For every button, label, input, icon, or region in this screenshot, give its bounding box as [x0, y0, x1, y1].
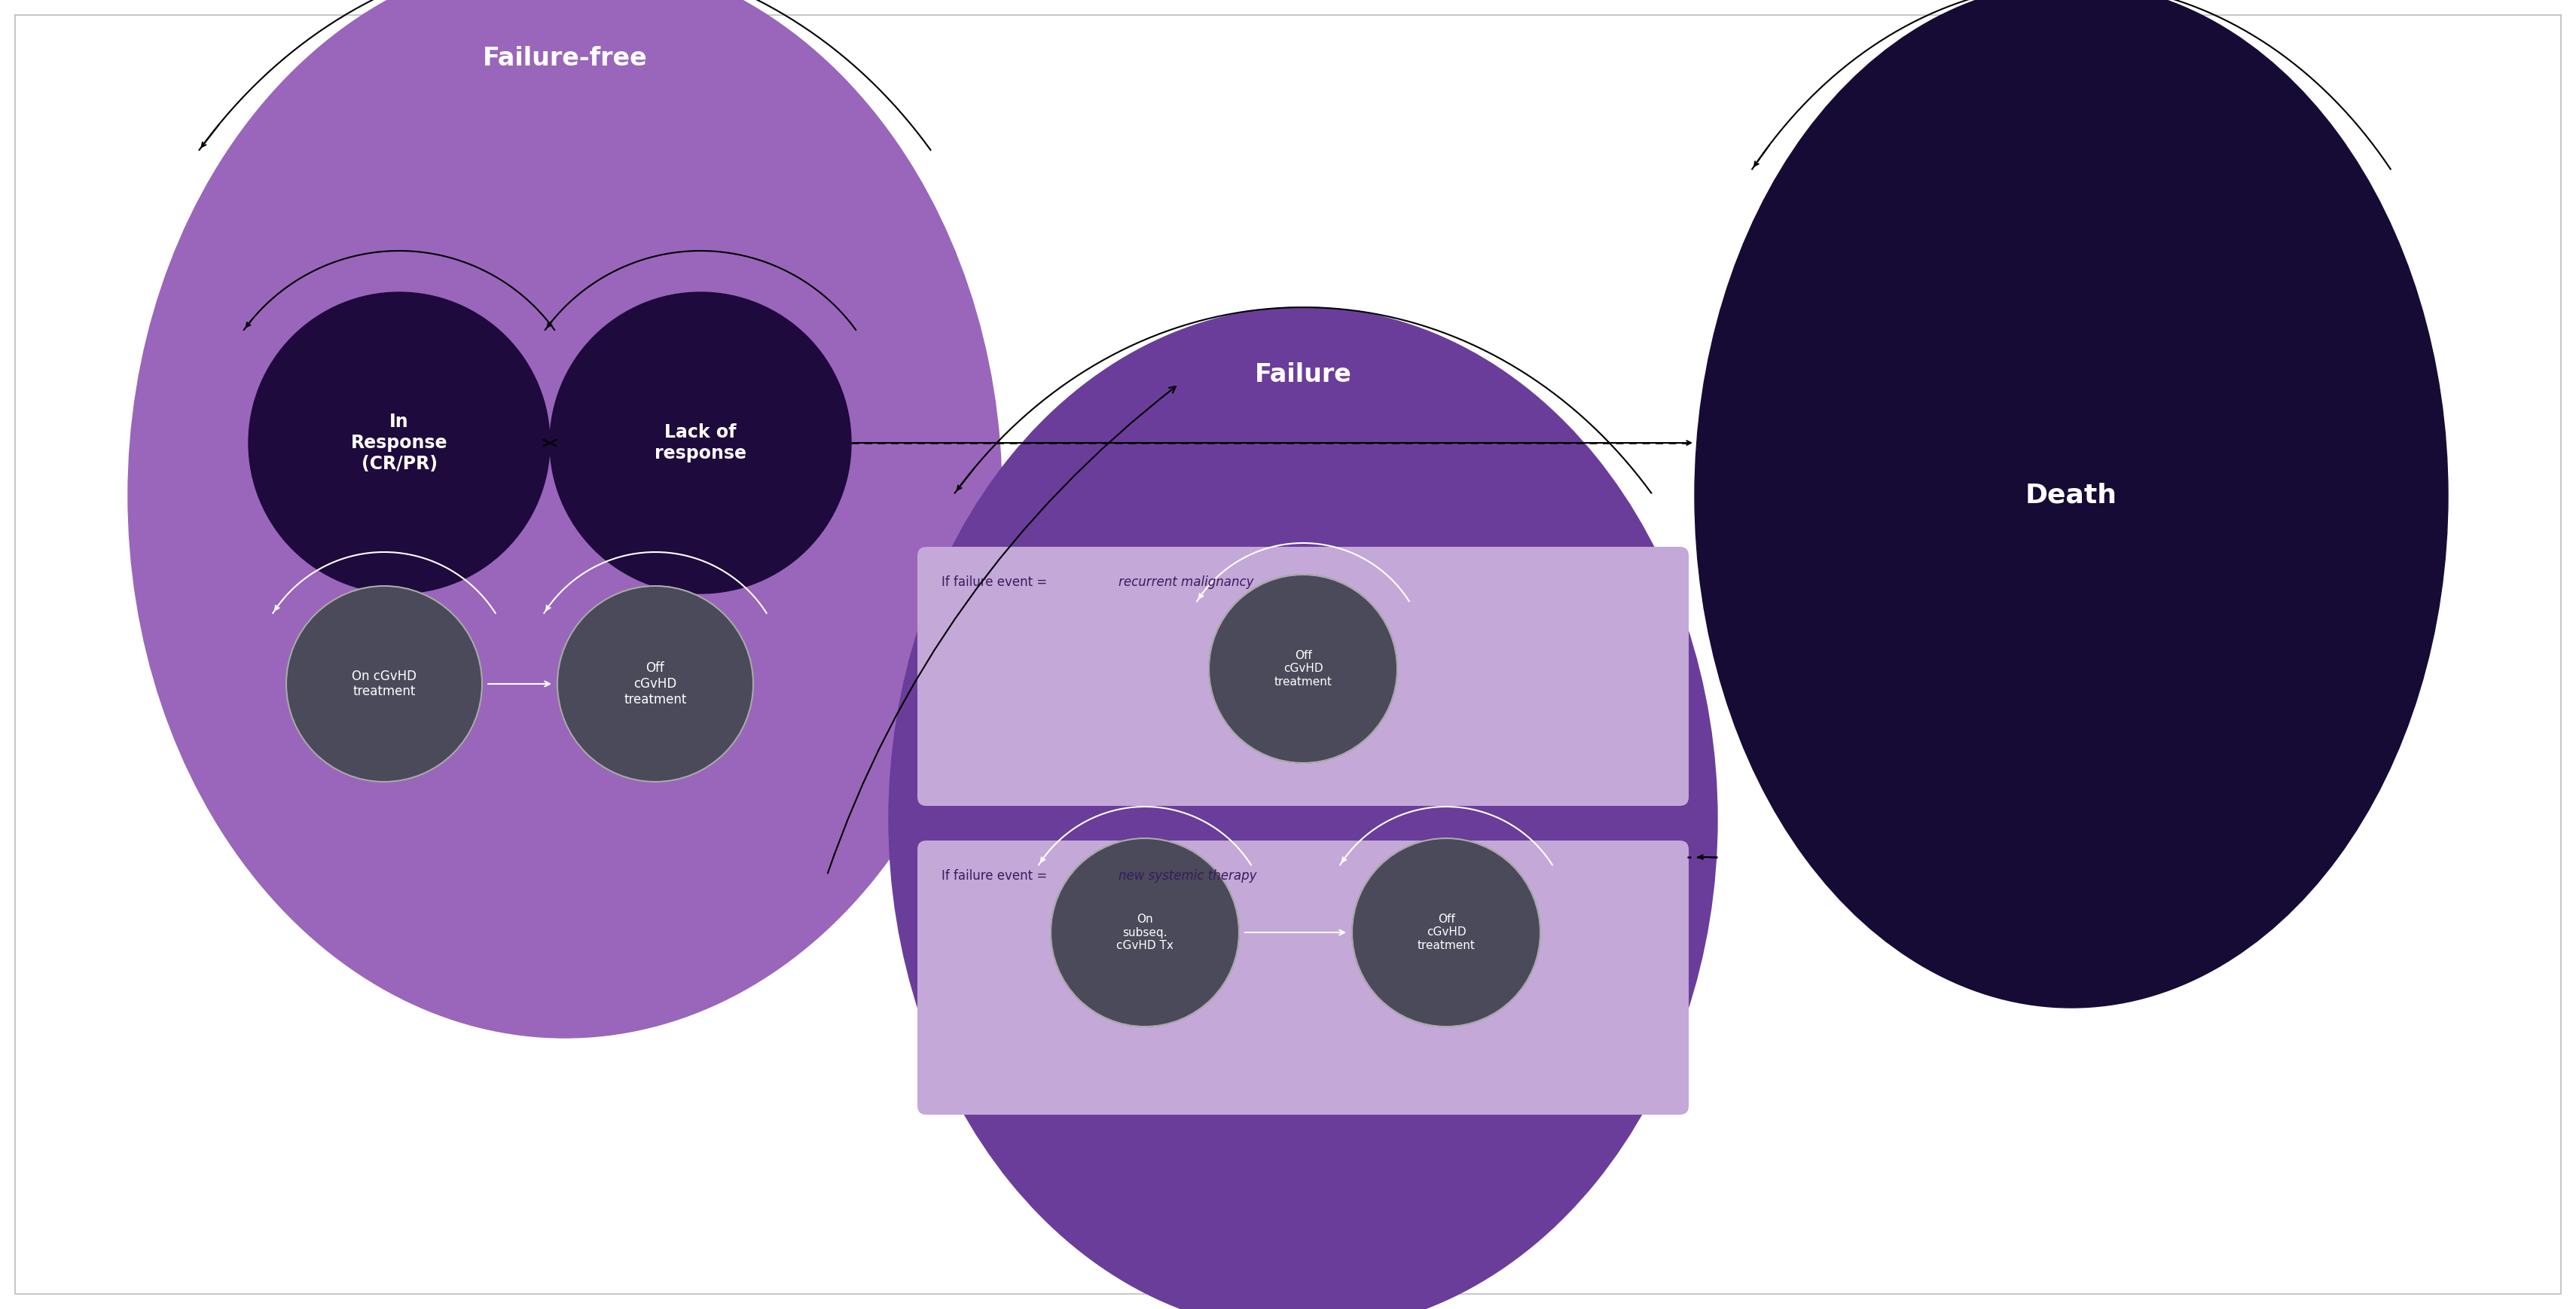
Text: Lack of
response: Lack of response — [654, 423, 747, 462]
Text: On
subseq.
cGvHD Tx: On subseq. cGvHD Tx — [1115, 914, 1175, 952]
Text: On cGvHD
treatment: On cGvHD treatment — [353, 669, 417, 699]
FancyBboxPatch shape — [15, 16, 2561, 1293]
Circle shape — [1352, 838, 1540, 1026]
FancyArrowPatch shape — [827, 386, 1175, 873]
Circle shape — [1208, 575, 1396, 763]
Circle shape — [286, 586, 482, 781]
Ellipse shape — [889, 308, 1718, 1309]
Text: Off
cGvHD
treatment: Off cGvHD treatment — [623, 661, 688, 707]
Ellipse shape — [129, 0, 1002, 1038]
FancyBboxPatch shape — [917, 840, 1690, 1115]
Text: Death: Death — [2025, 483, 2117, 508]
Text: new systemic therapy: new systemic therapy — [1118, 869, 1257, 882]
Ellipse shape — [1695, 0, 2447, 1008]
Text: recurrent malignancy: recurrent malignancy — [1118, 576, 1255, 589]
Text: Off
cGvHD
treatment: Off cGvHD treatment — [1275, 651, 1332, 687]
Circle shape — [556, 586, 752, 781]
Text: Failure: Failure — [1255, 363, 1352, 387]
FancyBboxPatch shape — [917, 547, 1690, 806]
Text: If failure event =: If failure event = — [940, 576, 1051, 589]
Text: Off
cGvHD
treatment: Off cGvHD treatment — [1417, 914, 1476, 952]
Circle shape — [549, 292, 850, 593]
Text: In
Response
(CR/PR): In Response (CR/PR) — [350, 412, 448, 473]
Circle shape — [1051, 838, 1239, 1026]
Text: If failure event =: If failure event = — [940, 869, 1051, 882]
Circle shape — [247, 292, 549, 593]
Text: Failure-free: Failure-free — [482, 46, 647, 71]
